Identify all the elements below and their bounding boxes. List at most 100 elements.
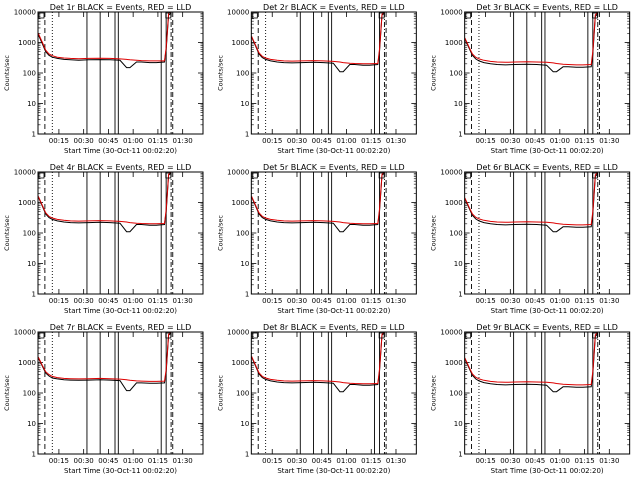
- series-line-lld: [37, 11, 172, 62]
- corner-marker: [165, 332, 172, 339]
- y-axis-label: Counts/sec: [430, 375, 438, 411]
- x-tick-label: 00:45: [525, 297, 545, 305]
- panel-title: Det 5r BLACK = Events, RED = LLD: [263, 163, 405, 172]
- x-tick-label: 00:30: [500, 297, 520, 305]
- y-tick-label: 100: [236, 70, 249, 78]
- x-tick-label: 01:00: [123, 297, 143, 305]
- series-line-events: [37, 172, 172, 233]
- x-tick-label: 01:15: [361, 297, 381, 305]
- y-tick-label: 10: [240, 100, 249, 108]
- x-tick-label: 01:00: [550, 457, 570, 465]
- x-tick-label: 01:15: [148, 297, 168, 305]
- y-tick-label: 1000: [445, 199, 463, 207]
- corner-marker: [251, 172, 258, 179]
- detector-panel-4: Det 4r BLACK = Events, RED = LLD Counts/s…: [3, 163, 204, 315]
- x-tick-label: 01:00: [550, 297, 570, 305]
- y-tick-label: 10: [27, 420, 36, 428]
- x-tick-label: 00:30: [287, 297, 307, 305]
- x-tick-label: 00:30: [287, 137, 307, 145]
- y-tick-label: 1000: [18, 359, 36, 367]
- y-axis-label: Counts/sec: [430, 55, 438, 91]
- x-tick-label: 01:30: [599, 137, 619, 145]
- x-tick-label: 01:00: [336, 137, 356, 145]
- x-tick-label: 01:15: [574, 137, 594, 145]
- x-tick-label: 01:00: [336, 457, 356, 465]
- x-tick-label: 00:30: [74, 457, 94, 465]
- y-axis-label: Counts/sec: [3, 375, 11, 411]
- x-tick-label: 00:45: [98, 297, 118, 305]
- x-tick-label: 01:00: [123, 457, 143, 465]
- x-tick-label: 00:30: [74, 297, 94, 305]
- x-tick-label: 00:45: [525, 137, 545, 145]
- corner-marker: [38, 332, 45, 339]
- x-tick-label: 01:30: [173, 137, 193, 145]
- y-tick-label: 100: [449, 230, 462, 238]
- y-tick-label: 1: [458, 131, 462, 139]
- corner-marker: [378, 172, 385, 179]
- series-line-events: [251, 12, 385, 73]
- y-axis-label: Counts/sec: [3, 55, 11, 91]
- corner-marker: [592, 172, 598, 179]
- corner-marker: [38, 12, 45, 19]
- x-tick-label: 00:45: [98, 457, 118, 465]
- detector-panel-5: Det 5r BLACK = Events, RED = LLD Counts/s…: [216, 163, 417, 315]
- y-tick-label: 10000: [227, 169, 249, 177]
- series-line-lld: [251, 331, 385, 385]
- x-tick-label: 00:45: [312, 457, 332, 465]
- x-tick-label: 00:30: [500, 137, 520, 145]
- series-line-lld: [37, 331, 172, 382]
- series-line-lld: [464, 331, 599, 386]
- corner-marker: [251, 12, 258, 19]
- x-tick-label: 00:15: [475, 137, 495, 145]
- corner-marker: [165, 172, 172, 179]
- plot-frame: [37, 11, 204, 135]
- y-tick-label: 100: [236, 230, 249, 238]
- y-tick-label: 10: [240, 260, 249, 268]
- corner-marker: [592, 332, 598, 339]
- y-tick-label: 10000: [440, 9, 462, 17]
- y-tick-label: 100: [449, 70, 462, 78]
- panel-title: Det 1r BLACK = Events, RED = LLD: [50, 3, 192, 12]
- y-tick-label: 1000: [445, 359, 463, 367]
- x-tick-label: 01:30: [386, 457, 406, 465]
- corner-marker: [165, 12, 172, 19]
- y-tick-label: 10000: [227, 329, 249, 337]
- detector-panel-9: Det 9r BLACK = Events, RED = LLD Counts/s…: [430, 323, 631, 475]
- x-tick-label: 00:45: [98, 137, 118, 145]
- y-tick-label: 1: [458, 451, 462, 459]
- x-tick-label: 00:15: [49, 457, 69, 465]
- corner-marker: [465, 332, 472, 339]
- y-axis-label: Counts/sec: [216, 215, 224, 251]
- x-tick-label: 01:00: [336, 297, 356, 305]
- series-line-events: [37, 12, 172, 69]
- panel-title: Det 2r BLACK = Events, RED = LLD: [263, 3, 405, 12]
- y-tick-label: 1000: [18, 199, 36, 207]
- y-tick-label: 1000: [232, 199, 250, 207]
- y-tick-label: 10000: [440, 169, 462, 177]
- y-tick-label: 100: [449, 390, 462, 398]
- series-line-events: [251, 332, 385, 393]
- detector-panel-7: Det 7r BLACK = Events, RED = LLD Counts/s…: [3, 323, 204, 475]
- y-tick-label: 1: [32, 451, 36, 459]
- x-tick-label: 00:45: [525, 457, 545, 465]
- series-line-lld: [251, 171, 385, 225]
- y-axis-label: Counts/sec: [216, 55, 224, 91]
- y-tick-label: 10: [454, 420, 463, 428]
- y-tick-label: 10000: [227, 9, 249, 17]
- y-tick-label: 10: [27, 100, 36, 108]
- x-tick-label: 00:15: [475, 297, 495, 305]
- y-tick-label: 1: [245, 451, 249, 459]
- plot-frame: [464, 331, 631, 455]
- y-tick-label: 10: [240, 420, 249, 428]
- series-line-events: [37, 332, 172, 392]
- y-tick-label: 1: [245, 291, 249, 299]
- x-tick-label: 00:45: [312, 297, 332, 305]
- x-tick-label: 00:15: [475, 457, 495, 465]
- panel-title: Det 3r BLACK = Events, RED = LLD: [476, 3, 618, 12]
- plot-frame: [464, 171, 631, 295]
- detector-panel-1: Det 1r BLACK = Events, RED = LLD Counts/s…: [3, 3, 204, 155]
- x-tick-label: 01:15: [361, 137, 381, 145]
- x-tick-label: 01:00: [550, 137, 570, 145]
- x-tick-label: 01:30: [599, 457, 619, 465]
- y-tick-label: 100: [236, 390, 249, 398]
